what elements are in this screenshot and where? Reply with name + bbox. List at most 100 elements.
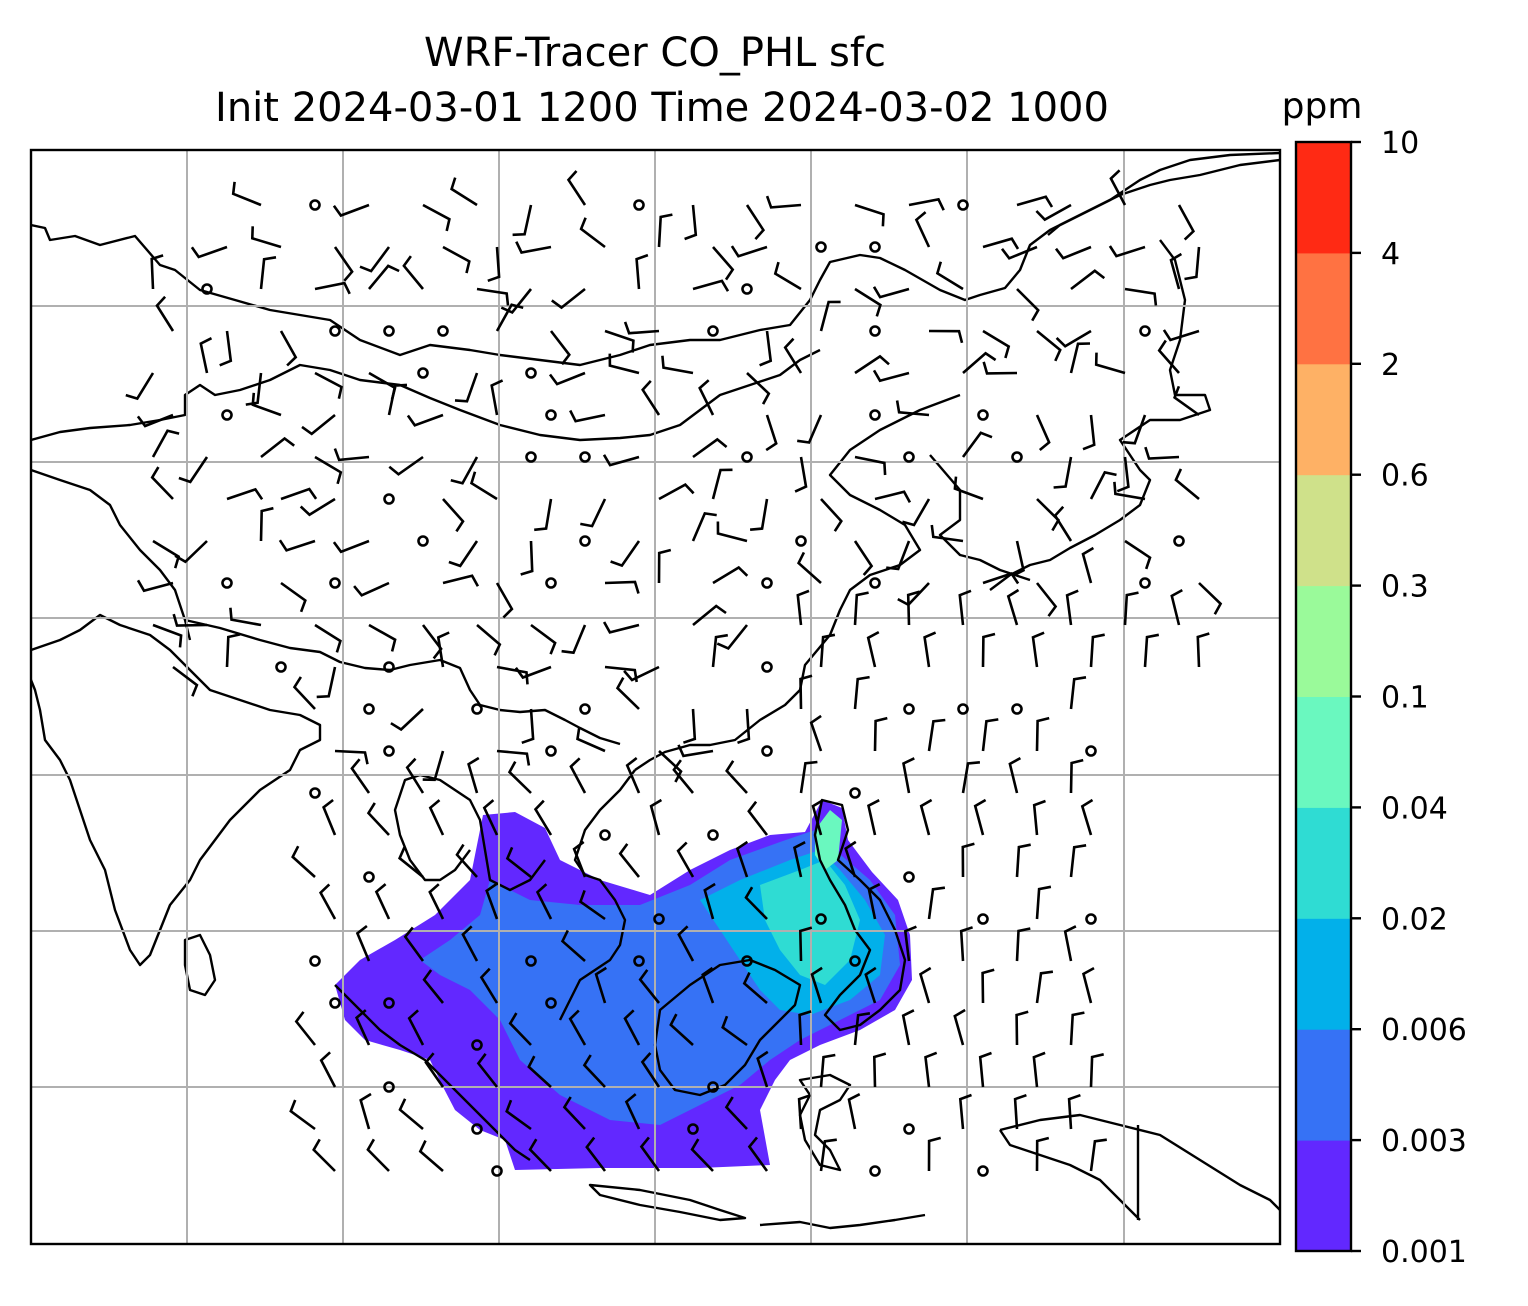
wind-barb (1006, 588, 1020, 626)
wind-calm-circle (417, 535, 429, 547)
wind-barb (231, 181, 262, 207)
wind-barb (1035, 1136, 1050, 1172)
wind-barb (747, 1136, 769, 1172)
colorbar-band-4 (1296, 696, 1351, 808)
wind-barb (1036, 329, 1062, 362)
wind-barb (508, 1012, 532, 1046)
wind-barb (1035, 582, 1058, 617)
wind-calm-circle (383, 661, 395, 673)
colorbar-bands (1296, 142, 1351, 1252)
wind-calm-circle (869, 241, 881, 253)
wind-barb (981, 718, 999, 752)
wind-barb (746, 372, 771, 405)
wind-barb (533, 799, 553, 836)
wind-barb (604, 329, 635, 353)
wind-barb (1082, 414, 1096, 451)
wind-calm-circle (221, 577, 233, 589)
wind-calm-circle (471, 1123, 483, 1135)
map-gridlines (31, 150, 1280, 1244)
wind-barb (854, 287, 882, 317)
wind-barb (403, 926, 425, 962)
wind-barb (1116, 456, 1130, 493)
wind-barb (406, 413, 444, 427)
wind-barb (692, 604, 727, 627)
wind-barb (512, 204, 533, 237)
wind-calm-circle (201, 283, 213, 295)
wind-barb (1067, 1093, 1081, 1130)
wind-barb (799, 760, 818, 794)
wind-barb (1081, 966, 1095, 1004)
wind-barb (1170, 588, 1183, 626)
title-line-1: WRF-Tracer CO_PHL sfc (424, 30, 886, 76)
wind-barb (867, 883, 881, 920)
wind-barb (495, 582, 514, 619)
wind-barb (1065, 589, 1079, 626)
wind-calm-circle (761, 577, 773, 589)
wind-barb (560, 929, 586, 962)
wind-barb (418, 1140, 444, 1172)
wind-barb (1144, 446, 1180, 460)
wind-barb (319, 1051, 337, 1088)
wind-barb (797, 414, 823, 444)
wind-barb (749, 498, 769, 531)
wind-barb (572, 840, 587, 878)
wind-barb (1035, 970, 1054, 1004)
wind-barb (1000, 245, 1038, 260)
wind-barb (226, 487, 264, 501)
wind-barb (594, 966, 607, 1004)
wind-barb (495, 303, 524, 332)
colorbar-band-5 (1296, 585, 1351, 697)
wind-barb (853, 1012, 871, 1046)
wind-barb (442, 245, 471, 274)
wind-barb (638, 969, 661, 1004)
wind-barb (1015, 843, 1031, 878)
wind-calm-circle (869, 577, 881, 589)
wind-barb (872, 1052, 887, 1088)
wind-barb (422, 750, 445, 782)
wind-calm-circle (525, 367, 537, 379)
wind-barb (669, 1013, 694, 1046)
wind-barb (847, 1093, 861, 1130)
wind-barb (919, 798, 933, 836)
wind-barb (701, 966, 715, 1004)
wind-barb (1094, 352, 1126, 375)
wind-barb (359, 246, 391, 273)
wind-barb (853, 591, 869, 626)
wind-barb (1184, 246, 1201, 281)
wind-barb (476, 287, 510, 306)
wind-barb (1124, 287, 1158, 306)
wind-barb (250, 226, 282, 249)
wind-barb (623, 321, 660, 335)
wind-barb (703, 882, 716, 920)
wind-calm-circle (545, 997, 557, 1009)
wind-barb (1109, 169, 1127, 206)
wind-calm-circle (309, 955, 321, 967)
colorbar-tick-label: 0.3 (1381, 570, 1429, 605)
wind-barb (958, 1093, 972, 1130)
wind-barb (332, 539, 370, 554)
wind-barb (677, 744, 714, 758)
wind-barb (1069, 342, 1091, 374)
wind-barb (150, 254, 164, 290)
wind-barb (152, 623, 183, 648)
wind-calm-circle (957, 703, 969, 715)
wind-barb (1035, 203, 1072, 222)
wind-barb (1031, 631, 1045, 668)
wind-barb (515, 241, 552, 254)
wind-barb (534, 498, 553, 532)
wind-calm-circle (383, 745, 395, 757)
wind-barb (245, 372, 263, 406)
wind-barb (716, 624, 749, 650)
wind-barb (927, 886, 946, 920)
wind-barb (479, 967, 499, 1004)
wind-calm-circle (795, 535, 807, 547)
wind-barb (199, 337, 213, 374)
wind-calm-circle (471, 1039, 483, 1051)
wind-barb (982, 237, 1020, 250)
wind-calm-circle (329, 997, 341, 1009)
wind-calm-circle (383, 1081, 395, 1093)
wind-calm-circle (633, 199, 645, 211)
wind-barb (1069, 676, 1087, 710)
wind-barb (918, 966, 932, 1004)
wind-barb (982, 361, 1018, 375)
